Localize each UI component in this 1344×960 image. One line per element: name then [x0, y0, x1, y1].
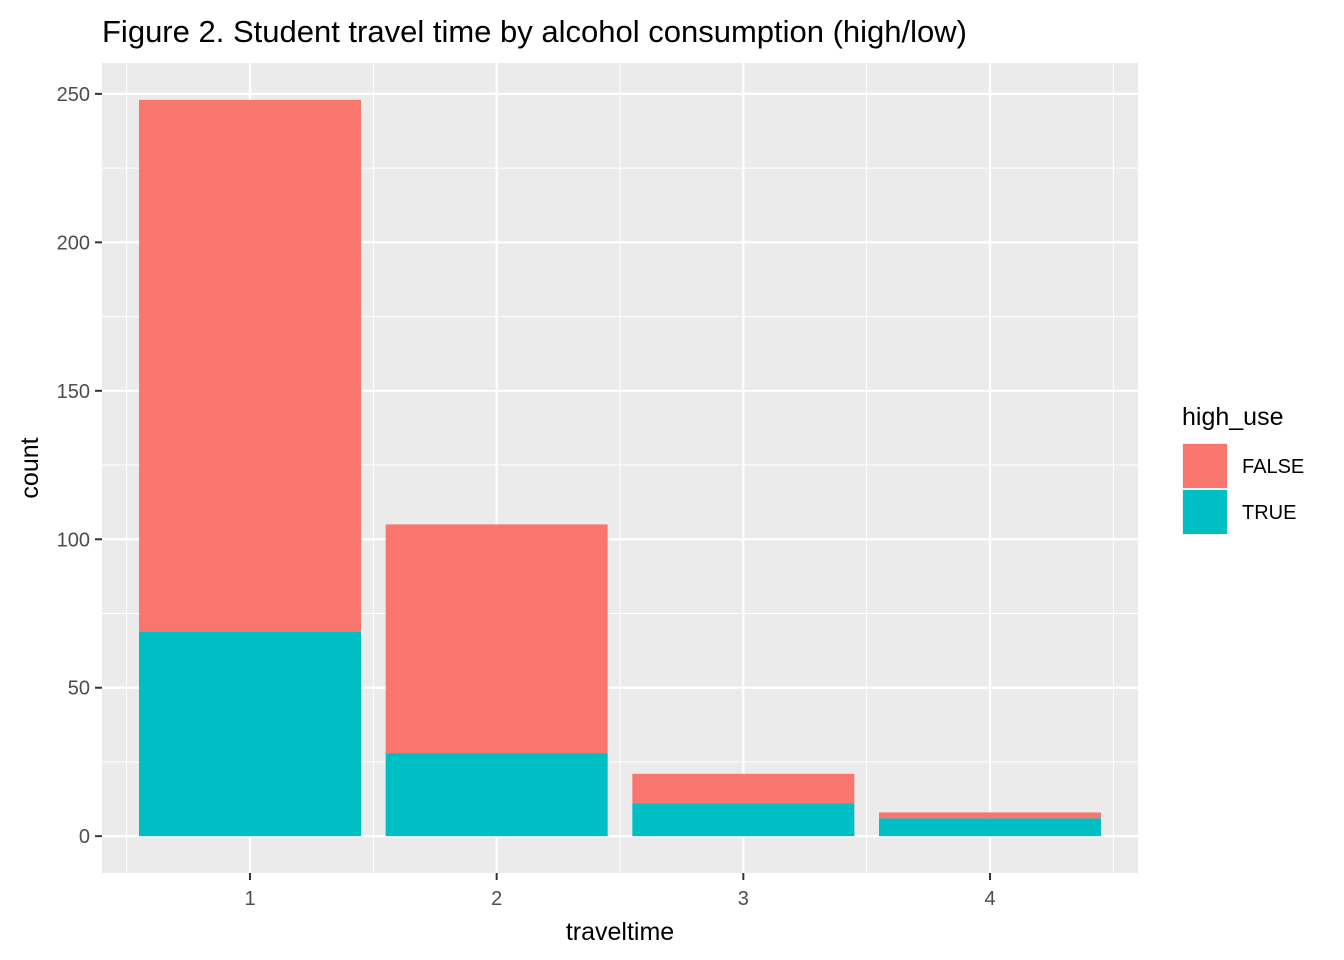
x-tick-label: 4 — [984, 888, 995, 910]
bar-true-3 — [632, 803, 855, 837]
legend-key-true — [1183, 490, 1227, 534]
bar-false-3 — [632, 773, 855, 804]
legend: high_use FALSE TRUE — [1182, 403, 1304, 535]
legend-label-true: TRUE — [1242, 502, 1296, 524]
x-axis-title: traveltime — [566, 918, 674, 946]
x-tick-label: 1 — [244, 888, 255, 910]
legend-label-false: FALSE — [1242, 456, 1304, 478]
y-axis-title: count — [16, 437, 44, 498]
legend-title: high_use — [1182, 403, 1283, 431]
legend-key-false — [1183, 444, 1227, 488]
x-tick-label: 2 — [491, 888, 502, 910]
bar-false-1 — [139, 99, 361, 632]
y-tick-label: 250 — [57, 84, 90, 106]
y-tick-label: 0 — [79, 826, 90, 848]
bar-true-2 — [385, 753, 608, 837]
y-axis: 0 50 100 150 200 250 — [57, 84, 102, 848]
bar-false-2 — [385, 524, 608, 754]
bars — [139, 99, 1101, 837]
y-tick-label: 50 — [68, 678, 90, 700]
bar-true-1 — [139, 631, 361, 837]
chart-title: Figure 2. Student travel time by alcohol… — [102, 14, 967, 49]
y-tick-label: 150 — [57, 381, 90, 403]
x-axis: 1 2 3 4 — [244, 873, 996, 910]
y-tick-label: 200 — [57, 232, 90, 254]
bar-true-4 — [879, 818, 1101, 837]
y-tick-label: 100 — [57, 529, 90, 551]
x-tick-label: 3 — [738, 888, 749, 910]
bar-false-4 — [879, 812, 1101, 819]
